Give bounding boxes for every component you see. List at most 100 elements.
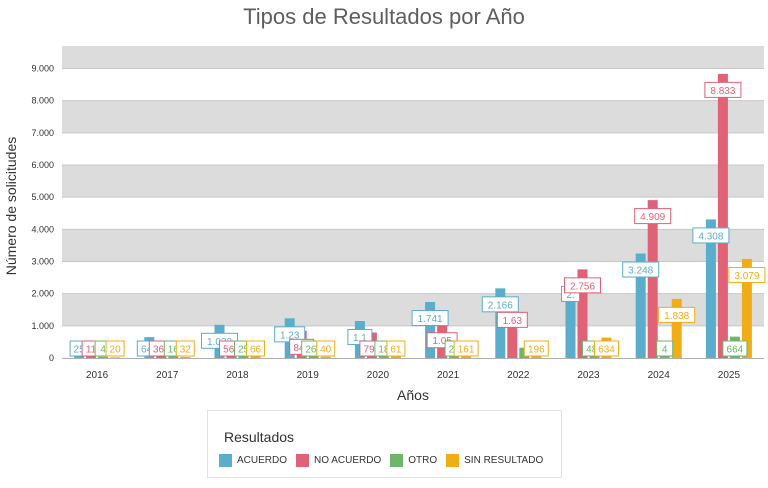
data-label-box bbox=[656, 340, 674, 357]
data-label-text: 262 bbox=[305, 345, 322, 356]
bar[interactable] bbox=[507, 303, 518, 358]
data-label: 196 bbox=[523, 340, 549, 357]
y-tick-label: 0 bbox=[49, 353, 54, 363]
data-label-text: 2.166 bbox=[488, 300, 513, 311]
bar[interactable] bbox=[110, 357, 121, 358]
data-label-box bbox=[453, 340, 479, 357]
data-label-box bbox=[622, 261, 660, 278]
bar[interactable] bbox=[705, 219, 716, 358]
y-tick-label: 1.000 bbox=[31, 321, 54, 331]
bar[interactable] bbox=[741, 258, 752, 358]
data-label-box bbox=[564, 277, 601, 294]
x-tick-label: 2025 bbox=[718, 370, 741, 381]
bar[interactable] bbox=[390, 356, 401, 358]
grid-band bbox=[62, 100, 764, 133]
data-label-text: 2. bbox=[566, 290, 574, 301]
data-label-box bbox=[692, 227, 730, 244]
bar[interactable] bbox=[565, 277, 576, 358]
legend-item[interactable]: NO ACUERDO bbox=[296, 454, 381, 467]
data-label-box bbox=[594, 340, 619, 357]
bar[interactable] bbox=[577, 269, 588, 358]
data-label-box bbox=[722, 340, 748, 357]
y-tick-label: 4.000 bbox=[31, 224, 54, 234]
data-label-box bbox=[316, 340, 336, 357]
bar[interactable] bbox=[98, 356, 109, 358]
data-label-box bbox=[728, 266, 766, 283]
data-label-box bbox=[481, 296, 519, 313]
chart-title: Tipos de Resultados por Año bbox=[243, 4, 525, 29]
x-tick-label: 2020 bbox=[367, 370, 390, 381]
x-tick-label: 2022 bbox=[507, 370, 530, 381]
data-label-text: 1.63 bbox=[503, 316, 523, 327]
data-label-text: 25 bbox=[74, 345, 86, 356]
x-tick-label: 2024 bbox=[648, 370, 671, 381]
data-label-text: 32 bbox=[180, 345, 192, 356]
bar[interactable] bbox=[717, 73, 728, 358]
legend-item[interactable]: OTRO bbox=[390, 454, 437, 467]
data-label-box bbox=[496, 311, 528, 328]
data-label-text: 61 bbox=[390, 345, 402, 356]
y-tick-label: 2.000 bbox=[31, 289, 54, 299]
data-label: 61 bbox=[386, 340, 406, 357]
data-label-box bbox=[634, 208, 672, 225]
legend-swatch bbox=[390, 454, 404, 467]
data-label-box bbox=[704, 81, 742, 98]
data-labels: 251142064936416321.03256325661.238452624… bbox=[69, 81, 766, 357]
legend-title: Resultados bbox=[224, 429, 295, 445]
data-label-text: 161 bbox=[458, 345, 475, 356]
data-label-text: 4.308 bbox=[698, 231, 723, 242]
y-tick-label: 8.000 bbox=[31, 96, 54, 106]
bar[interactable] bbox=[320, 356, 331, 358]
data-label-text: 11 bbox=[86, 345, 97, 356]
y-tick-label: 3.000 bbox=[31, 257, 54, 267]
data-label-text: 66 bbox=[250, 345, 262, 356]
data-label-text: 1.741 bbox=[418, 314, 443, 325]
grid-band bbox=[62, 229, 764, 262]
legend-item[interactable]: SIN RESULTADO bbox=[446, 454, 543, 467]
bar[interactable] bbox=[671, 298, 682, 358]
data-label-text: 563 bbox=[223, 345, 240, 356]
data-label-box bbox=[246, 340, 265, 357]
x-tick-label: 2018 bbox=[226, 370, 249, 381]
y-axis-title: Número de solicitudes bbox=[3, 137, 19, 276]
data-label: 40 bbox=[316, 340, 336, 357]
data-label: 1.741 bbox=[411, 310, 449, 327]
data-label-text: 664 bbox=[727, 345, 744, 356]
data-label: 3.248 bbox=[622, 261, 660, 278]
data-label-text: 3.079 bbox=[734, 271, 759, 282]
y-tick-label: 7.000 bbox=[31, 128, 54, 138]
plot-background bbox=[62, 46, 764, 359]
x-tick-label: 2021 bbox=[437, 370, 460, 381]
data-label-text: 3.248 bbox=[628, 266, 653, 277]
data-label: 66 bbox=[246, 340, 265, 357]
y-tick-label: 9.000 bbox=[31, 64, 54, 74]
data-label-text: 25 bbox=[238, 345, 250, 356]
grid-band bbox=[62, 165, 764, 198]
data-label: 161 bbox=[453, 340, 479, 357]
data-label: 2.166 bbox=[481, 296, 519, 313]
y-axis-ticks: 0 1.000 2.000 3.000 4.000 5.000 6.000 7.000 8.00… bbox=[31, 64, 54, 363]
legend-label: SIN RESULTADO bbox=[464, 455, 544, 466]
data-label-text: 1.838 bbox=[664, 311, 689, 322]
legend: Resultados ACUERDO NO ACUERDO OTRO SIN RESU… bbox=[207, 410, 562, 478]
data-label: 634 bbox=[594, 340, 619, 357]
data-label: 1.63 bbox=[496, 311, 528, 328]
x-tick-label: 2019 bbox=[297, 370, 320, 381]
bar[interactable] bbox=[180, 356, 191, 358]
bar[interactable] bbox=[425, 302, 436, 358]
legend-label: ACUERDO bbox=[237, 455, 288, 466]
grid-band bbox=[62, 46, 764, 69]
data-label-text: 4 bbox=[662, 345, 668, 356]
data-label: 2.756 bbox=[564, 277, 601, 294]
legend-swatch bbox=[446, 454, 460, 467]
bar[interactable] bbox=[250, 355, 261, 358]
data-label-box bbox=[175, 340, 195, 357]
x-axis-title: Años bbox=[397, 387, 429, 403]
data-label: 4.308 bbox=[692, 227, 730, 244]
data-label-text: 20 bbox=[110, 345, 122, 356]
bar[interactable] bbox=[635, 253, 646, 358]
y-tick-label: 6.000 bbox=[31, 160, 54, 170]
bar[interactable] bbox=[647, 200, 658, 358]
legend-item[interactable]: ACUERDO bbox=[219, 454, 287, 467]
